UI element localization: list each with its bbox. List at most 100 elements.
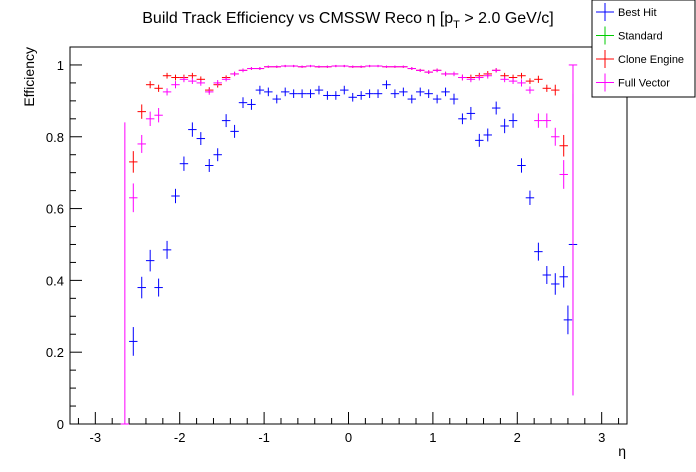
plot-frame xyxy=(69,46,628,425)
data-point xyxy=(340,64,349,68)
data-point xyxy=(171,74,180,81)
data-point xyxy=(390,65,400,68)
data-point xyxy=(559,160,568,189)
data-point xyxy=(289,89,298,98)
data-point xyxy=(264,87,273,97)
data-point xyxy=(230,124,239,138)
legend-label: Clone Engine xyxy=(618,54,684,66)
x-tick-label: -3 xyxy=(90,430,102,445)
data-point xyxy=(424,70,433,74)
chart-title-tail: > 2.0 GeV/c] xyxy=(460,10,554,27)
data-point xyxy=(365,64,374,68)
x-tick-label: 2 xyxy=(514,430,521,445)
legend-box xyxy=(591,0,696,98)
series-layer xyxy=(120,64,578,425)
data-point xyxy=(407,94,417,104)
data-point xyxy=(534,75,543,83)
data-point xyxy=(407,67,417,70)
data-point xyxy=(213,80,222,86)
data-point xyxy=(137,276,146,299)
data-point xyxy=(491,101,501,115)
data-point xyxy=(255,85,265,95)
data-point xyxy=(500,76,509,83)
data-point xyxy=(559,134,568,157)
legend-label: Standard xyxy=(618,31,663,43)
y-tick-label: 0 xyxy=(57,417,64,432)
data-point xyxy=(348,65,357,68)
data-point xyxy=(542,266,552,284)
data-point xyxy=(563,305,573,335)
data-point xyxy=(483,128,492,142)
data-point xyxy=(466,106,476,120)
data-point xyxy=(449,93,459,105)
data-point xyxy=(458,113,467,125)
data-point xyxy=(525,190,535,205)
data-point xyxy=(399,65,408,68)
data-point xyxy=(154,84,163,92)
data-point xyxy=(221,114,231,128)
y-tick-label: 0.4 xyxy=(46,273,64,288)
data-point xyxy=(551,127,560,146)
y-axis: 0 0.2 0.4 0.6 0.8 1 xyxy=(46,58,82,432)
data-point xyxy=(508,78,518,84)
data-point xyxy=(238,97,248,109)
data-point xyxy=(179,156,189,171)
data-point xyxy=(280,87,290,97)
data-point xyxy=(416,87,425,97)
data-point xyxy=(441,71,450,77)
data-point xyxy=(399,87,408,97)
y-tick-label: 0.6 xyxy=(46,202,64,217)
data-point xyxy=(416,68,425,72)
legend-label: Full Vector xyxy=(618,78,670,90)
data-point xyxy=(551,273,560,295)
data-point xyxy=(525,86,535,94)
data-point xyxy=(517,79,526,87)
data-point xyxy=(517,72,526,79)
data-point xyxy=(297,65,307,68)
data-point xyxy=(255,67,265,70)
x-tick-label: 3 xyxy=(598,430,605,445)
data-point xyxy=(475,74,484,81)
x-tick-label: 1 xyxy=(429,430,436,445)
data-point xyxy=(221,77,231,82)
data-point xyxy=(314,85,324,95)
data-point xyxy=(264,65,273,68)
data-point xyxy=(517,158,526,173)
y-tick-label: 0.8 xyxy=(46,130,64,145)
series-best-hit xyxy=(129,80,578,396)
data-point xyxy=(162,72,172,79)
data-point xyxy=(272,94,281,104)
data-point xyxy=(491,68,501,73)
y-tick-label: 1 xyxy=(57,58,64,73)
data-point xyxy=(297,89,307,98)
data-point xyxy=(145,111,155,126)
data-point xyxy=(331,91,341,100)
data-point xyxy=(289,64,298,68)
data-point xyxy=(390,89,400,98)
data-point xyxy=(272,65,281,68)
data-point xyxy=(568,64,578,396)
data-point xyxy=(373,64,383,68)
data-point xyxy=(534,242,543,261)
data-point xyxy=(365,89,374,98)
data-point xyxy=(331,64,341,68)
data-point xyxy=(162,240,172,259)
data-point xyxy=(230,71,239,77)
data-point xyxy=(306,64,315,68)
data-point xyxy=(179,76,189,83)
data-point xyxy=(449,71,459,77)
data-point xyxy=(559,266,568,288)
data-point xyxy=(483,72,492,79)
data-point xyxy=(280,64,290,68)
legend-entry: Standard xyxy=(596,26,663,45)
series-full-vector xyxy=(120,64,578,425)
chart-title-main: Build Track Efficiency vs CMSSW Reco η [… xyxy=(142,10,453,27)
data-point xyxy=(188,122,197,137)
data-point xyxy=(441,87,450,97)
data-point xyxy=(145,249,155,272)
data-point xyxy=(247,99,256,110)
data-point xyxy=(542,113,552,128)
data-point xyxy=(382,65,391,68)
data-point xyxy=(323,91,332,100)
